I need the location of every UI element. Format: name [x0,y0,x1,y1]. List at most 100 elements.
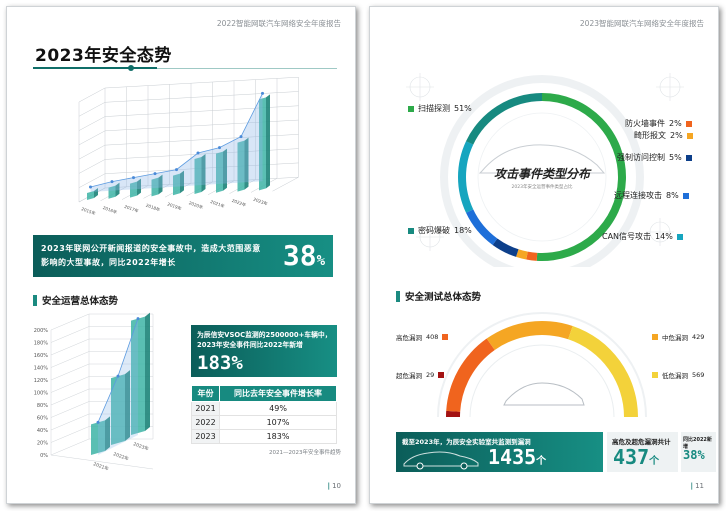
vsoc-banner-value: 183% [197,352,243,374]
total-vuln-unit: 个 [536,456,547,467]
growth-value: 38 [282,239,317,272]
chart2-category-label: 2023年 [132,440,150,452]
crosshair-decor [646,218,674,246]
page-number-value: 10 [332,482,341,490]
vsoc-banner: 为辰信安VSOC监测的2500000+车辆中，2023年安全事件同比2022年新… [191,325,337,377]
table-cell: 183% [219,429,337,444]
chart1-point [153,172,157,176]
chart2-tick-label: 140% [34,366,49,372]
chart1-bar-side [94,188,98,198]
total-vuln-number: 1435 [488,445,537,469]
donut-label-name: 畸形报文 [634,131,666,140]
table-cell: 2021 [190,401,221,416]
yoy-value: 38% [683,448,705,462]
donut-slice [465,93,542,145]
chart1-point [110,180,114,184]
chart1-bar-side [201,154,206,192]
table-cell: 2022 [190,415,221,430]
legend-swatch [408,227,414,234]
donut-label-name: 防火墙事件 [625,119,665,128]
chart2-tick-label: 40% [37,428,48,434]
chart1-tick-label: 2019年 [166,201,182,213]
donut-label-name: 远程连接攻击 [614,191,662,200]
gauge-label: 超危漏洞 29 [396,370,448,380]
chart1-bar [259,97,266,191]
chart2-tick-label: 100% [34,391,49,397]
chart2-bar [111,374,125,445]
chart1-tick-label: 2018年 [145,202,161,214]
donut-label-name: 密码爆破 [418,226,450,235]
donut-slice [465,209,498,245]
chart1-bar [130,181,137,198]
donut-label: CAN信号攻击 14% [602,231,687,242]
chart1-tick-label: 2020年 [188,199,204,211]
growth-banner: 2023年联网公开新闻报道的安全事故中，造成大范围恶意影响的大型事故，同比202… [33,235,333,277]
section-title-operations: 安全运营总体态势 [33,293,118,307]
donut-label-name: 强制访问控制 [617,153,665,162]
donut-label-value: 14% [655,232,673,241]
table-cell: 107% [219,415,337,430]
chart1-point [239,135,243,139]
high-vuln-text: 高危及超危漏洞共计 [612,438,671,446]
crosshair-decor [656,73,684,101]
gauge-segment [446,410,461,417]
total-vuln-value: 1435个 [488,445,546,469]
high-vuln-value: 437个 [613,445,659,469]
chart1-bar-side [223,148,227,191]
gauge-segment [446,338,495,412]
legend-swatch [442,334,449,340]
title-rule [157,67,337,69]
chart1-point [132,176,135,180]
high-vuln-box: 高危及超危漏洞共计 437个 [607,432,678,472]
donut-slice [492,238,519,257]
donut-label-value: 8% [666,191,679,200]
growth-banner-text: 2023年联网公开新闻报道的安全事故中，造成大范围恶意影响的大型事故，同比202… [41,244,261,267]
yoy-text: 同比2022新增 [683,437,712,450]
chart2-bar-side [125,370,130,441]
chart1-bar [87,191,94,200]
chart1-bar-side [266,94,270,189]
donut-label: 密码爆破 18% [404,225,472,236]
donut-inner-ring [477,112,607,242]
donut-label-value: 2% [669,119,682,128]
chart2-tick-label: 20% [37,441,48,447]
page-number: | 10 [327,482,341,490]
chart2-category-label: 2022年 [112,450,130,462]
chart2-tick-label: 120% [34,378,49,384]
table-cell: 2023 [190,429,221,444]
chart2-bar-side [145,312,150,431]
chart1-grid [78,77,299,203]
chart1-bar [151,177,159,197]
chart2-tick-label: 160% [34,353,49,359]
donut-label: 强制访问控制 5% [617,152,696,163]
chart1-bar [173,173,180,196]
chart2-tick-label: 0% [40,453,48,459]
gauge-segment [568,326,638,417]
vsoc-incident-3d-bar-chart: 0% 20% 40% 60% 80% 100% 120% 140% 160% 180% 200% 20… [34,312,154,473]
page-header: 2023智能网联汽车网络安全年度报告 [579,19,704,28]
title-underline [33,67,157,69]
table-row: 2022 107% [190,415,337,430]
growth-unit: % [316,253,325,269]
chart1-point [175,168,178,172]
table-header-rate: 同比去年安全事件增长率 [219,385,337,402]
gauge-label: 高危漏洞 408 [396,332,452,342]
vsoc-banner-text: 为辰信安VSOC监测的2500000+车辆中，2023年安全事件同比2022年新… [197,331,332,349]
gauge-label-value: 408 [426,333,439,341]
chart1-tick-label: 2021年 [209,198,225,210]
chart1-point [89,185,92,189]
high-vuln-number: 437 [613,445,650,469]
chart2-area [98,318,138,455]
growth-banner-value: 38% [283,239,325,272]
page-header: 2022智能网联汽车网络安全年度报告 [216,19,341,28]
chart1-bar [194,157,202,194]
legend-swatch [438,372,445,378]
chart1-tick-label: 2022年 [231,197,247,209]
vulnerability-gauge-chart [437,312,647,418]
legend-swatch [686,132,693,139]
chart2-bar [131,316,145,435]
donut-label: 畸形报文 2% [634,130,697,141]
gauge-label-name: 低危漏洞 [662,372,688,380]
attack-type-donut-chart: 攻击事件类型分布 2023年安全运营事件类型占比 [406,73,684,267]
chart2-point [116,374,120,378]
